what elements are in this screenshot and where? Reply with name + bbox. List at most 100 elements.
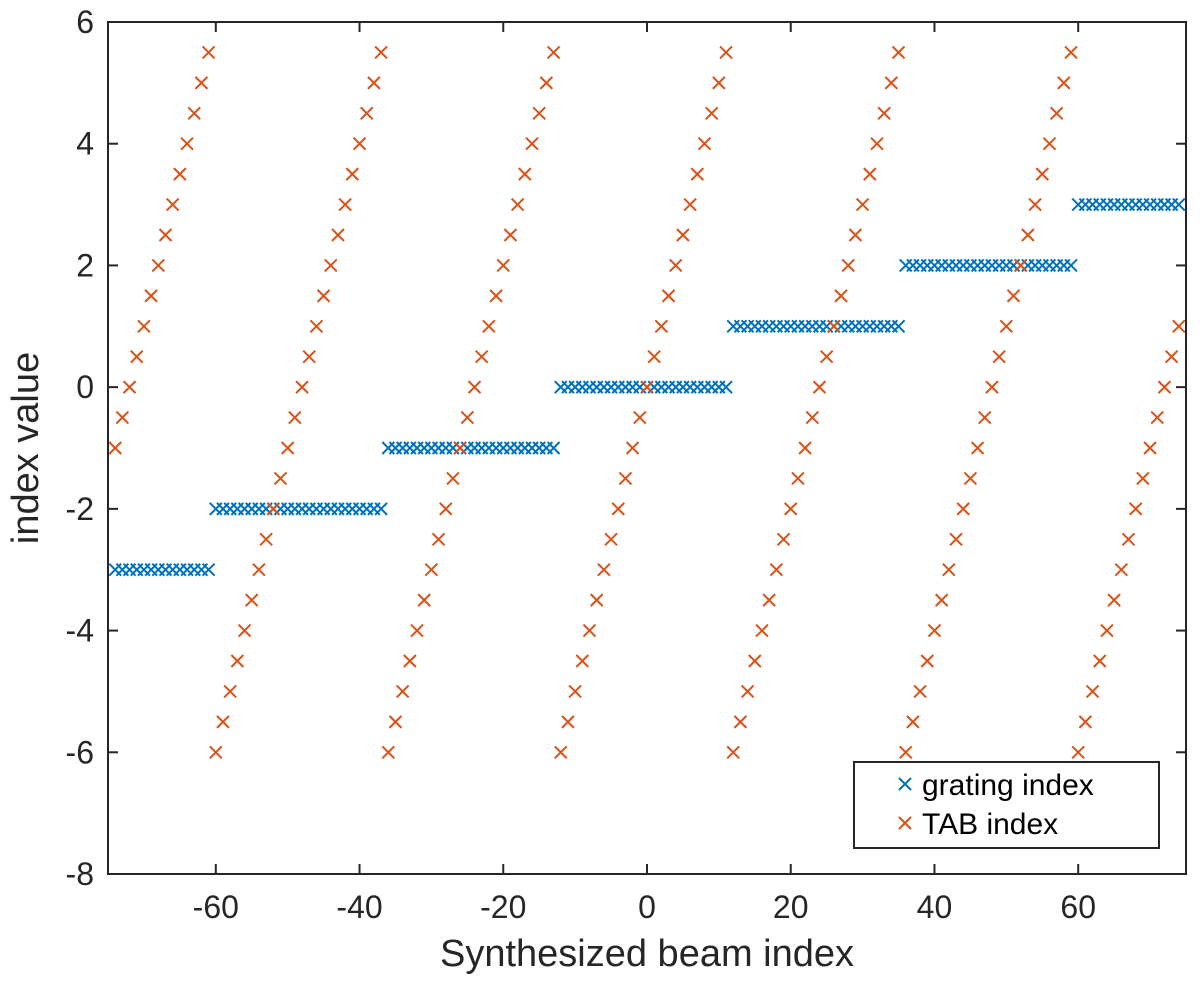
tab-marker bbox=[151, 258, 166, 273]
tab-marker bbox=[913, 684, 927, 699]
tab-marker bbox=[1143, 441, 1157, 455]
tab-marker bbox=[934, 593, 949, 607]
tab-marker bbox=[618, 471, 633, 486]
tab-marker bbox=[776, 532, 791, 546]
tab-marker bbox=[1172, 319, 1186, 333]
tab-marker bbox=[388, 715, 403, 729]
tab-marker bbox=[216, 715, 230, 729]
tab-marker bbox=[288, 410, 302, 425]
tab-marker bbox=[273, 471, 288, 486]
grating-marker bbox=[546, 441, 561, 455]
tab-marker bbox=[633, 410, 647, 425]
legend-icon-grating bbox=[898, 777, 912, 791]
y-tick-label: -8 bbox=[66, 856, 94, 892]
tab-marker bbox=[956, 502, 970, 516]
tab-marker bbox=[683, 197, 697, 212]
tab-marker bbox=[130, 350, 144, 364]
tab-marker bbox=[834, 289, 848, 303]
tab-marker bbox=[733, 715, 748, 729]
y-tick-label: 2 bbox=[76, 247, 94, 283]
tab-marker bbox=[1150, 410, 1164, 425]
tab-marker bbox=[582, 623, 597, 638]
tab-marker bbox=[158, 228, 173, 242]
tab-marker bbox=[654, 319, 669, 333]
tab-marker bbox=[1136, 471, 1150, 486]
tab-marker bbox=[906, 715, 920, 729]
legend-label-grating: grating index bbox=[922, 769, 1094, 802]
grating-marker bbox=[201, 563, 216, 577]
tab-marker bbox=[920, 654, 934, 668]
tab-marker bbox=[1128, 502, 1143, 516]
tab-marker bbox=[496, 258, 510, 273]
tab-index-series bbox=[108, 45, 1186, 759]
tab-marker bbox=[446, 471, 460, 486]
tab-marker bbox=[697, 137, 712, 151]
grating-marker bbox=[1172, 197, 1186, 212]
y-tick-label: 4 bbox=[76, 126, 94, 162]
tab-marker bbox=[230, 654, 245, 668]
tab-marker bbox=[1028, 197, 1042, 212]
y-tick-label: 0 bbox=[76, 369, 94, 405]
tab-marker bbox=[403, 654, 417, 668]
tab-marker bbox=[503, 228, 518, 242]
tab-marker bbox=[324, 258, 338, 273]
tab-marker bbox=[1021, 228, 1035, 242]
tab-marker bbox=[762, 593, 776, 607]
x-axis: -60 -40 -20 0 20 40 60 bbox=[193, 22, 1096, 925]
tab-marker bbox=[381, 745, 395, 759]
tab-marker bbox=[784, 502, 798, 516]
tab-marker bbox=[676, 228, 690, 242]
tab-marker bbox=[1057, 76, 1071, 90]
tab-marker bbox=[661, 289, 676, 303]
tab-marker bbox=[625, 441, 640, 455]
tab-marker bbox=[316, 289, 331, 303]
x-tick-label: -60 bbox=[193, 889, 239, 925]
tab-marker bbox=[1093, 654, 1107, 668]
x-tick-label: -20 bbox=[480, 889, 526, 925]
tab-marker bbox=[345, 167, 360, 181]
legend-box bbox=[853, 761, 1160, 849]
y-axis-label: index value bbox=[5, 352, 47, 544]
tab-marker bbox=[245, 593, 259, 607]
tab-marker bbox=[266, 502, 281, 516]
tab-marker bbox=[992, 350, 1006, 364]
x-tick-label: 20 bbox=[773, 889, 809, 925]
tab-marker bbox=[252, 563, 266, 577]
tab-marker bbox=[1121, 532, 1136, 546]
tab-marker bbox=[474, 350, 489, 364]
tab-marker bbox=[194, 76, 209, 90]
x-axis-label: Synthesized beam index bbox=[440, 933, 854, 975]
legend-label-tab: TAB index bbox=[922, 808, 1058, 841]
grating-marker bbox=[374, 502, 388, 516]
tab-marker bbox=[122, 380, 137, 394]
y-tick-label: 6 bbox=[76, 4, 94, 40]
tab-marker bbox=[467, 380, 482, 394]
tab-marker bbox=[568, 684, 582, 699]
tab-marker bbox=[360, 106, 374, 120]
tab-marker bbox=[884, 76, 899, 90]
tab-marker bbox=[748, 654, 762, 668]
tab-marker bbox=[1064, 45, 1078, 60]
tab-marker bbox=[669, 258, 683, 273]
tab-marker bbox=[431, 532, 446, 546]
tab-marker bbox=[309, 319, 324, 333]
tab-marker bbox=[525, 137, 539, 151]
tab-marker bbox=[424, 563, 439, 577]
tab-marker bbox=[647, 350, 661, 364]
tab-marker bbox=[848, 228, 863, 242]
tab-marker bbox=[719, 45, 733, 60]
tab-marker bbox=[575, 654, 590, 668]
tab-marker bbox=[115, 410, 130, 425]
tab-marker bbox=[395, 684, 410, 699]
tab-marker bbox=[187, 106, 201, 120]
tab-marker bbox=[640, 380, 654, 394]
tab-marker bbox=[546, 45, 561, 60]
tab-marker bbox=[1114, 563, 1129, 577]
tab-marker bbox=[518, 167, 532, 181]
tab-marker bbox=[137, 319, 151, 333]
tab-marker bbox=[604, 532, 618, 546]
tab-marker bbox=[927, 623, 942, 638]
tab-marker bbox=[798, 441, 812, 455]
x-tick-label: 60 bbox=[1060, 889, 1096, 925]
tab-marker bbox=[791, 471, 805, 486]
